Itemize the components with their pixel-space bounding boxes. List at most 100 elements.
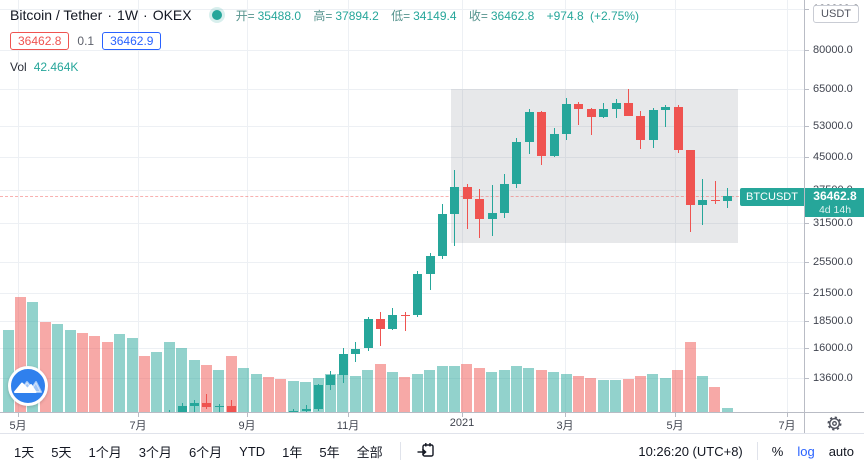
candle-body (289, 411, 298, 412)
range-button[interactable]: 1天 (14, 442, 34, 461)
range-button[interactable]: 3个月 (139, 442, 172, 461)
candle-body (426, 256, 435, 274)
price-tick-mark (805, 378, 809, 379)
range-button[interactable]: 1年 (282, 442, 302, 461)
candle-body (475, 198, 484, 220)
volume-bar (89, 336, 101, 412)
time-tick-label: 3月 (556, 420, 574, 432)
price-tick-mark (805, 50, 809, 51)
price-gridline (0, 293, 804, 294)
change-percent: (+2.75%) (590, 8, 640, 23)
price-tick-label: 18500.0 (813, 315, 853, 327)
range-button[interactable]: 6个月 (189, 442, 222, 461)
tradingview-logo-icon[interactable] (8, 366, 48, 406)
price-gridline (0, 262, 804, 263)
close-label: 收= (468, 8, 488, 23)
market-status-dot-icon[interactable] (211, 10, 222, 20)
volume-bar (324, 374, 336, 412)
candle-wick (591, 108, 592, 136)
candle-wick (492, 185, 493, 237)
range-button[interactable]: 5天 (51, 442, 71, 461)
legend-title-row: Bitcoin / Tether · 1W · OKEX 开= 35488.0 高… (10, 6, 642, 24)
price-tick-label: 16000.0 (813, 342, 853, 354)
clock[interactable]: 10:26:20 (UTC+8) (638, 443, 743, 459)
ask-price-button[interactable]: 36462.9 (102, 32, 162, 50)
percent-scale-button[interactable]: % (771, 443, 784, 459)
candle-body (550, 133, 559, 157)
time-tick-mark (565, 413, 566, 417)
open-label: 开= (235, 8, 255, 23)
time-gridline (462, 0, 463, 412)
gear-icon[interactable] (826, 415, 843, 432)
volume-bar (374, 364, 386, 412)
bid-price-button[interactable]: 36462.8 (10, 32, 70, 50)
last-price-symbol-tag: BTCUSDT– (740, 188, 804, 206)
price-tick-mark (805, 321, 809, 322)
low-label: 低= (391, 8, 411, 23)
currency-toggle-button[interactable]: USDT (813, 5, 859, 23)
separator: · (107, 7, 113, 23)
volume-bar (696, 376, 708, 412)
time-gridline (348, 0, 349, 412)
symbol-title[interactable]: Bitcoin / Tether (10, 7, 103, 23)
price-tick-mark (805, 126, 809, 127)
candle-body (698, 199, 707, 205)
high-value: 37894.2 (335, 8, 379, 23)
range-button[interactable]: 5年 (319, 442, 339, 461)
interval-label[interactable]: 1W (117, 7, 139, 23)
candle-body (326, 375, 335, 385)
price-gridline (0, 157, 804, 158)
volume-bar (461, 364, 473, 412)
candle-body (364, 319, 373, 349)
volume-bar (114, 334, 126, 412)
time-tick-label: 11月 (336, 420, 360, 432)
volume-bar (386, 372, 398, 412)
volume-label: Vol (10, 60, 27, 74)
exchange-label[interactable]: OKEX (152, 7, 192, 23)
candle-body (624, 103, 633, 116)
candle-body (723, 195, 732, 201)
chart-pane[interactable]: BTCUSDT– (0, 0, 804, 412)
bid-ask-row: 36462.8 0.1 36462.9 (10, 31, 642, 51)
candle-body (500, 183, 509, 214)
candle-body (413, 273, 422, 316)
open-value: 35488.0 (257, 8, 302, 23)
volume-bar (200, 365, 212, 412)
time-tick-label: 7月 (778, 420, 796, 432)
high-label: 高= (313, 8, 333, 23)
range-button[interactable]: 1个月 (88, 442, 121, 461)
candle-wick (628, 89, 629, 105)
candle-body (450, 187, 459, 214)
volume-bar (14, 297, 26, 412)
candle-body (612, 103, 621, 110)
last-price-value: 36462.8 (813, 189, 857, 203)
time-axis[interactable]: 5月 7月 9月 11月 2021 3月 5月 7月 (0, 412, 864, 433)
separator: · (143, 7, 148, 23)
volume-bar (349, 376, 361, 412)
price-tick-mark (805, 293, 809, 294)
candle-body (599, 109, 608, 117)
go-to-date-icon[interactable] (415, 441, 437, 461)
candle-body (711, 199, 720, 201)
price-axis[interactable]: USDT 36462.8 4d 14h 100000.080000.065000… (804, 0, 864, 412)
candle-body (512, 142, 521, 184)
volume-bar (188, 360, 200, 412)
volume-bar (597, 380, 609, 412)
volume-bar (151, 352, 163, 412)
candle-body (661, 106, 670, 111)
price-tick-mark (805, 157, 809, 158)
candle-body (401, 314, 410, 316)
log-scale-button[interactable]: log (797, 443, 815, 459)
volume-bar (548, 372, 560, 412)
candle-body (302, 409, 311, 412)
candle-body (574, 103, 583, 110)
candle-body (190, 403, 199, 407)
candle-wick (169, 409, 170, 412)
candle-wick (293, 409, 294, 412)
range-button[interactable]: YTD (239, 443, 266, 459)
price-gridline (0, 9, 804, 10)
range-button[interactable]: 全部 (357, 442, 383, 461)
volume-bar (411, 374, 423, 412)
axis-corner-divider (804, 413, 805, 433)
auto-scale-button[interactable]: auto (828, 443, 854, 459)
